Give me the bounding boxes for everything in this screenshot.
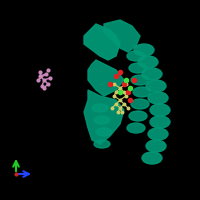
Polygon shape	[104, 20, 140, 52]
Ellipse shape	[129, 63, 147, 73]
Ellipse shape	[134, 44, 154, 56]
Ellipse shape	[96, 128, 112, 136]
Ellipse shape	[146, 80, 166, 92]
Ellipse shape	[146, 140, 166, 152]
Ellipse shape	[92, 104, 108, 112]
Ellipse shape	[133, 87, 151, 97]
Ellipse shape	[94, 116, 110, 124]
Ellipse shape	[150, 104, 170, 116]
Ellipse shape	[138, 56, 158, 68]
Ellipse shape	[127, 51, 145, 61]
Ellipse shape	[131, 75, 149, 85]
Ellipse shape	[142, 68, 162, 80]
Ellipse shape	[150, 116, 170, 128]
Ellipse shape	[148, 128, 168, 140]
Ellipse shape	[148, 92, 168, 104]
Polygon shape	[84, 24, 120, 60]
Ellipse shape	[94, 140, 110, 148]
Ellipse shape	[129, 111, 147, 121]
Polygon shape	[84, 90, 124, 144]
Ellipse shape	[142, 152, 162, 164]
Ellipse shape	[131, 99, 149, 109]
Polygon shape	[88, 60, 124, 96]
Ellipse shape	[127, 123, 145, 133]
